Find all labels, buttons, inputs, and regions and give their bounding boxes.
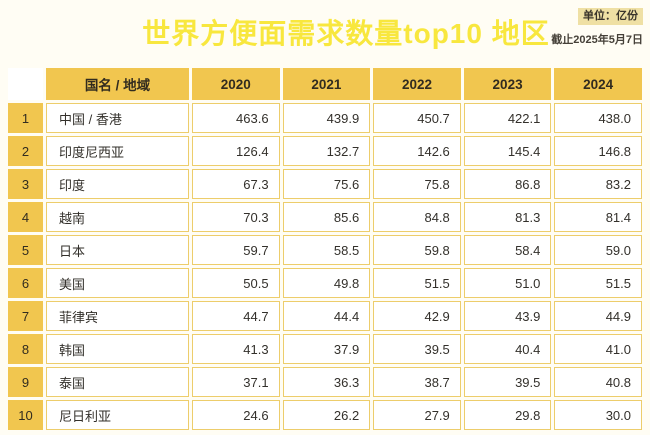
- value-cell: 51.0: [463, 268, 552, 298]
- column-header-year: 2020: [192, 68, 280, 100]
- column-header-year: 2024: [554, 68, 642, 100]
- column-header-region: 国名 / 地域: [46, 68, 189, 100]
- value-cell: 70.3: [192, 202, 280, 232]
- value-cell: 26.2: [282, 400, 371, 430]
- column-header-year: 2021: [282, 68, 371, 100]
- value-cell: 29.8: [463, 400, 552, 430]
- region-cell: 尼日利亚: [46, 400, 189, 430]
- value-cell: 59.8: [373, 235, 461, 265]
- value-cell: 44.7: [192, 301, 280, 331]
- as-of-date: 截止2025年5月7日: [551, 34, 643, 46]
- value-cell: 422.1: [463, 103, 552, 133]
- region-cell: 印度尼西亚: [46, 136, 189, 166]
- table-header-row: 国名 / 地域 2020 2021 2022 2023 2024: [8, 68, 642, 100]
- column-header-year: 2023: [463, 68, 552, 100]
- value-cell: 83.2: [554, 169, 642, 199]
- value-cell: 39.5: [373, 334, 461, 364]
- value-cell: 49.8: [282, 268, 371, 298]
- table-row: 10 尼日利亚 24.6 26.2 27.9 29.8 30.0: [8, 400, 642, 430]
- value-cell: 39.5: [463, 367, 552, 397]
- value-cell: 145.4: [463, 136, 552, 166]
- rank-cell: 5: [8, 235, 43, 265]
- value-cell: 30.0: [554, 400, 642, 430]
- value-cell: 439.9: [282, 103, 371, 133]
- value-cell: 41.3: [192, 334, 280, 364]
- value-cell: 42.9: [373, 301, 461, 331]
- value-cell: 44.9: [554, 301, 642, 331]
- table-row: 4 越南 70.3 85.6 84.8 81.3 81.4: [8, 202, 642, 232]
- rank-cell: 2: [8, 136, 43, 166]
- rank-cell: 6: [8, 268, 43, 298]
- table-header: 国名 / 地域 2020 2021 2022 2023 2024: [8, 68, 642, 100]
- value-cell: 58.4: [463, 235, 552, 265]
- table-row: 8 韩国 41.3 37.9 39.5 40.4 41.0: [8, 334, 642, 364]
- value-cell: 438.0: [554, 103, 642, 133]
- value-cell: 36.3: [282, 367, 371, 397]
- value-cell: 51.5: [554, 268, 642, 298]
- value-cell: 38.7: [373, 367, 461, 397]
- value-cell: 126.4: [192, 136, 280, 166]
- rank-cell: 1: [8, 103, 43, 133]
- region-cell: 美国: [46, 268, 189, 298]
- rank-cell: 4: [8, 202, 43, 232]
- table-row: 2 印度尼西亚 126.4 132.7 142.6 145.4 146.8: [8, 136, 642, 166]
- rank-cell: 7: [8, 301, 43, 331]
- value-cell: 132.7: [282, 136, 371, 166]
- value-cell: 86.8: [463, 169, 552, 199]
- region-cell: 韩国: [46, 334, 189, 364]
- region-cell: 菲律宾: [46, 301, 189, 331]
- value-cell: 81.3: [463, 202, 552, 232]
- value-cell: 24.6: [192, 400, 280, 430]
- rank-cell: 8: [8, 334, 43, 364]
- value-cell: 41.0: [554, 334, 642, 364]
- value-cell: 58.5: [282, 235, 371, 265]
- value-cell: 59.7: [192, 235, 280, 265]
- rank-cell: 10: [8, 400, 43, 430]
- table-row: 5 日本 59.7 58.5 59.8 58.4 59.0: [8, 235, 642, 265]
- region-cell: 日本: [46, 235, 189, 265]
- value-cell: 142.6: [373, 136, 461, 166]
- noodle-demand-table: 国名 / 地域 2020 2021 2022 2023 2024 1 中国 / 香港 463.…: [5, 65, 645, 433]
- table-row: 3 印度 67.3 75.6 75.8 86.8 83.2: [8, 169, 642, 199]
- value-cell: 450.7: [373, 103, 461, 133]
- value-cell: 59.0: [554, 235, 642, 265]
- value-cell: 27.9: [373, 400, 461, 430]
- value-cell: 37.1: [192, 367, 280, 397]
- value-cell: 37.9: [282, 334, 371, 364]
- value-cell: 146.8: [554, 136, 642, 166]
- rank-cell: 9: [8, 367, 43, 397]
- value-cell: 81.4: [554, 202, 642, 232]
- column-header-year: 2022: [373, 68, 461, 100]
- value-cell: 463.6: [192, 103, 280, 133]
- value-cell: 50.5: [192, 268, 280, 298]
- value-cell: 44.4: [282, 301, 371, 331]
- value-cell: 51.5: [373, 268, 461, 298]
- table-row: 1 中国 / 香港 463.6 439.9 450.7 422.1 438.0: [8, 103, 642, 133]
- unit-label: 单位：亿份: [578, 8, 643, 25]
- region-cell: 中国 / 香港: [46, 103, 189, 133]
- rank-cell: 3: [8, 169, 43, 199]
- value-cell: 75.8: [373, 169, 461, 199]
- page-title: 世界方便面需求数量top10 地区: [142, 18, 550, 49]
- value-cell: 43.9: [463, 301, 552, 331]
- value-cell: 67.3: [192, 169, 280, 199]
- value-cell: 85.6: [282, 202, 371, 232]
- value-cell: 40.8: [554, 367, 642, 397]
- value-cell: 75.6: [282, 169, 371, 199]
- table-row: 7 菲律宾 44.7 44.4 42.9 43.9 44.9: [8, 301, 642, 331]
- corner-cell: [8, 68, 43, 100]
- value-cell: 84.8: [373, 202, 461, 232]
- table-row: 9 泰国 37.1 36.3 38.7 39.5 40.8: [8, 367, 642, 397]
- region-cell: 印度: [46, 169, 189, 199]
- region-cell: 泰国: [46, 367, 189, 397]
- value-cell: 40.4: [463, 334, 552, 364]
- region-cell: 越南: [46, 202, 189, 232]
- table-row: 6 美国 50.5 49.8 51.5 51.0 51.5: [8, 268, 642, 298]
